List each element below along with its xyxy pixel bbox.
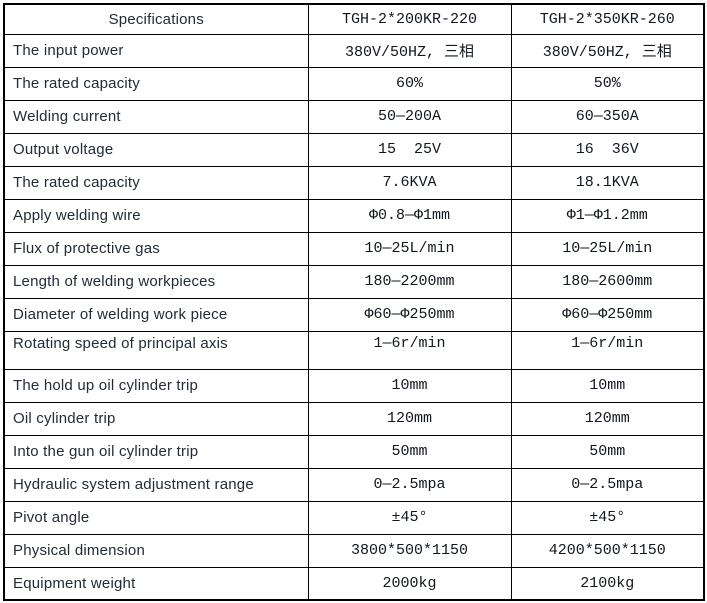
- value-cell-model-2: 10mm: [510, 368, 705, 403]
- value-cell-model-2: Φ1—Φ1.2mm: [510, 198, 705, 233]
- table-row: Oil cylinder trip 120mm 120mm: [3, 401, 705, 436]
- table-row: Length of welding workpieces 180—2200mm 18…: [3, 264, 705, 299]
- spec-label-cell: The hold up oil cylinder trip: [3, 368, 309, 403]
- spec-label-cell: Output voltage: [3, 132, 309, 167]
- table-row: The hold up oil cylinder trip 10mm 10mm: [3, 368, 705, 403]
- value-cell-model-2: ±45°: [510, 500, 705, 535]
- table-row: The input power 380V/50HZ, 三相 380V/50HZ, 三…: [3, 33, 705, 68]
- specifications-table: Specifications TGH-2*200KR-220 TGH-2*350…: [3, 3, 705, 601]
- table-row: Welding current 50—200A 60—350A: [3, 99, 705, 134]
- value-cell-model-1: Φ60—Φ250mm: [307, 297, 512, 332]
- value-cell-model-1: 380V/50HZ, 三相: [307, 33, 512, 68]
- table-row: The rated capacity 60% 50%: [3, 66, 705, 101]
- table-row: Diameter of welding work piece Φ60—Φ250mm…: [3, 297, 705, 332]
- value-cell-model-2: 1—6r/min: [510, 330, 705, 370]
- table-row: Hydraulic system adjustment range 0—2.5mp…: [3, 467, 705, 502]
- value-cell-model-1: 7.6KVA: [307, 165, 512, 200]
- spec-label-cell: Into the gun oil cylinder trip: [3, 434, 309, 469]
- spec-label-cell: Pivot angle: [3, 500, 309, 535]
- table-row: Into the gun oil cylinder trip 50mm 50mm: [3, 434, 705, 469]
- table-row: Flux of protective gas 10—25L/min 10—25L/m…: [3, 231, 705, 266]
- spec-label-cell: Diameter of welding work piece: [3, 297, 309, 332]
- spec-label-cell: Oil cylinder trip: [3, 401, 309, 436]
- table-row: Equipment weight 2000kg 2100kg: [3, 566, 705, 601]
- spec-label-cell: Hydraulic system adjustment range: [3, 467, 309, 502]
- spec-label-cell: Flux of protective gas: [3, 231, 309, 266]
- table-body: The input power 380V/50HZ, 三相 380V/50HZ, 三…: [3, 33, 705, 601]
- value-cell-model-2: 380V/50HZ, 三相: [510, 33, 705, 68]
- table-row: Output voltage 15 25V 16 36V: [3, 132, 705, 167]
- value-cell-model-1: 15 25V: [307, 132, 512, 167]
- value-cell-model-1: 1—6r/min: [307, 330, 512, 370]
- spec-label-cell: Apply welding wire: [3, 198, 309, 233]
- spec-label-cell: The rated capacity: [3, 165, 309, 200]
- value-cell-model-2: 0—2.5mpa: [510, 467, 705, 502]
- value-cell-model-1: 3800*500*1150: [307, 533, 512, 568]
- table-row: Apply welding wire Φ0.8—Φ1mm Φ1—Φ1.2mm: [3, 198, 705, 233]
- value-cell-model-2: 4200*500*1150: [510, 533, 705, 568]
- table-row: The rated capacity 7.6KVA 18.1KVA: [3, 165, 705, 200]
- value-cell-model-2: 180—2600mm: [510, 264, 705, 299]
- spec-label-cell: Physical dimension: [3, 533, 309, 568]
- value-cell-model-1: 120mm: [307, 401, 512, 436]
- header-row: Specifications TGH-2*200KR-220 TGH-2*350…: [3, 3, 705, 35]
- value-cell-model-1: 0—2.5mpa: [307, 467, 512, 502]
- spec-label-cell: Length of welding workpieces: [3, 264, 309, 299]
- value-cell-model-2: 120mm: [510, 401, 705, 436]
- value-cell-model-2: 10—25L/min: [510, 231, 705, 266]
- value-cell-model-1: 10mm: [307, 368, 512, 403]
- value-cell-model-1: 10—25L/min: [307, 231, 512, 266]
- value-cell-model-2: 60—350A: [510, 99, 705, 134]
- table-row: Physical dimension 3800*500*1150 4200*500*…: [3, 533, 705, 568]
- column-header-model-tgh-2-200kr-220: TGH-2*200KR-220: [307, 3, 512, 35]
- value-cell-model-2: 50%: [510, 66, 705, 101]
- value-cell-model-2: 18.1KVA: [510, 165, 705, 200]
- spec-label-cell: The input power: [3, 33, 309, 68]
- value-cell-model-2: 2100kg: [510, 566, 705, 601]
- column-header-model-tgh-2-350kr-260: TGH-2*350KR-260: [510, 3, 705, 35]
- value-cell-model-1: 2000kg: [307, 566, 512, 601]
- spec-label-cell: Rotating speed of principal axis: [3, 330, 309, 370]
- value-cell-model-2: Φ60—Φ250mm: [510, 297, 705, 332]
- value-cell-model-1: 50mm: [307, 434, 512, 469]
- value-cell-model-1: 180—2200mm: [307, 264, 512, 299]
- value-cell-model-1: ±45°: [307, 500, 512, 535]
- spec-label-cell: Equipment weight: [3, 566, 309, 601]
- value-cell-model-1: 50—200A: [307, 99, 512, 134]
- value-cell-model-1: Φ0.8—Φ1mm: [307, 198, 512, 233]
- value-cell-model-1: 60%: [307, 66, 512, 101]
- table-row: Pivot angle ±45° ±45°: [3, 500, 705, 535]
- spec-label-cell: The rated capacity: [3, 66, 309, 101]
- spec-label-cell: Welding current: [3, 99, 309, 134]
- value-cell-model-2: 50mm: [510, 434, 705, 469]
- column-header-specifications: Specifications: [3, 3, 309, 35]
- value-cell-model-2: 16 36V: [510, 132, 705, 167]
- table-row: Rotating speed of principal axis 1—6r/min…: [3, 330, 705, 370]
